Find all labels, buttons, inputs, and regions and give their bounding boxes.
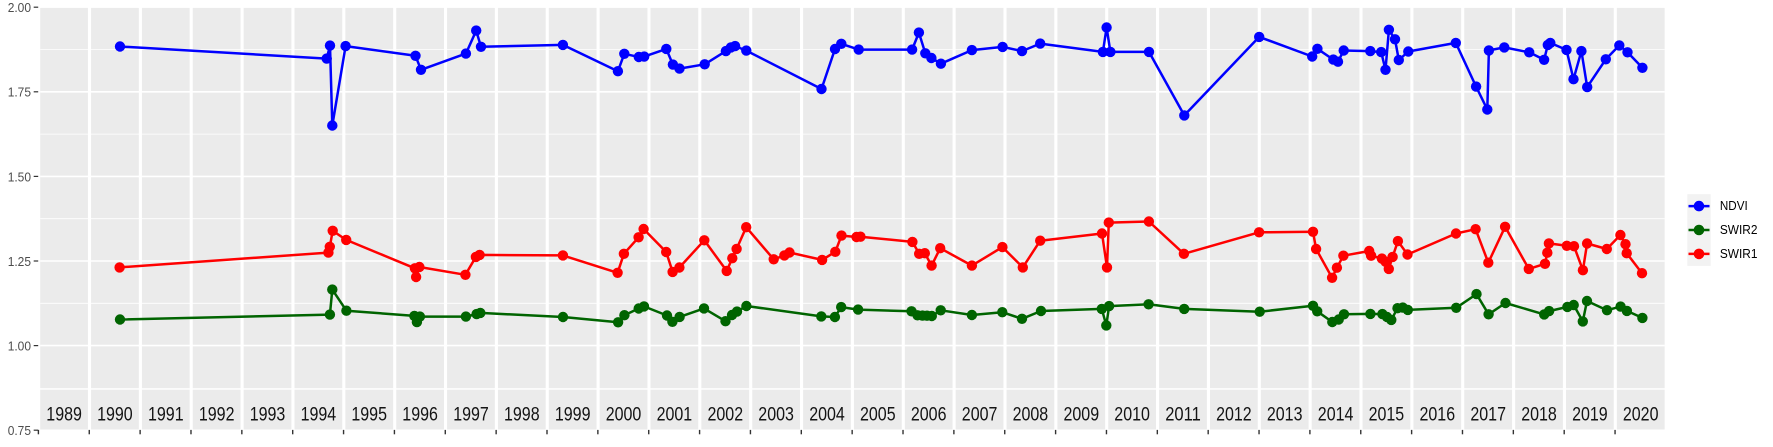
svg-text:2004: 2004 bbox=[809, 405, 845, 426]
svg-text:2011: 2011 bbox=[1165, 405, 1201, 426]
svg-text:2009: 2009 bbox=[1064, 405, 1100, 426]
svg-text:2007: 2007 bbox=[962, 405, 998, 426]
svg-text:1993: 1993 bbox=[250, 405, 286, 426]
svg-text:1997: 1997 bbox=[453, 405, 489, 426]
svg-text:NDVI: NDVI bbox=[1720, 199, 1748, 213]
svg-text:2.00: 2.00 bbox=[8, 0, 31, 15]
svg-text:2006: 2006 bbox=[911, 405, 947, 426]
svg-text:2003: 2003 bbox=[758, 405, 794, 426]
svg-text:2015: 2015 bbox=[1369, 405, 1405, 426]
svg-text:1992: 1992 bbox=[199, 405, 235, 426]
svg-text:2014: 2014 bbox=[1318, 405, 1354, 426]
svg-text:2016: 2016 bbox=[1420, 405, 1456, 426]
svg-text:1996: 1996 bbox=[402, 405, 438, 426]
svg-text:2017: 2017 bbox=[1470, 405, 1506, 426]
svg-text:2002: 2002 bbox=[708, 405, 744, 426]
svg-text:1.25: 1.25 bbox=[8, 254, 31, 269]
svg-text:2020: 2020 bbox=[1623, 405, 1659, 426]
svg-text:1990: 1990 bbox=[97, 405, 133, 426]
svg-text:2000: 2000 bbox=[606, 405, 642, 426]
svg-text:SWIR1: SWIR1 bbox=[1720, 247, 1758, 261]
svg-text:2013: 2013 bbox=[1267, 405, 1303, 426]
svg-text:1.00: 1.00 bbox=[8, 339, 31, 354]
svg-text:2001: 2001 bbox=[657, 405, 693, 426]
svg-text:1998: 1998 bbox=[504, 405, 540, 426]
svg-text:2019: 2019 bbox=[1572, 405, 1608, 426]
svg-text:1994: 1994 bbox=[301, 405, 337, 426]
svg-text:1995: 1995 bbox=[351, 405, 387, 426]
svg-text:2010: 2010 bbox=[1114, 405, 1150, 426]
svg-text:2005: 2005 bbox=[860, 405, 896, 426]
svg-text:2012: 2012 bbox=[1216, 405, 1252, 426]
svg-text:SWIR2: SWIR2 bbox=[1720, 223, 1758, 237]
svg-text:2008: 2008 bbox=[1013, 405, 1049, 426]
svg-text:1999: 1999 bbox=[555, 405, 591, 426]
svg-text:1.75: 1.75 bbox=[8, 85, 31, 100]
svg-text:1991: 1991 bbox=[148, 405, 184, 426]
svg-text:2018: 2018 bbox=[1521, 405, 1557, 426]
svg-text:0.75: 0.75 bbox=[8, 423, 31, 438]
svg-text:1989: 1989 bbox=[46, 405, 82, 426]
svg-text:1.50: 1.50 bbox=[8, 169, 31, 184]
